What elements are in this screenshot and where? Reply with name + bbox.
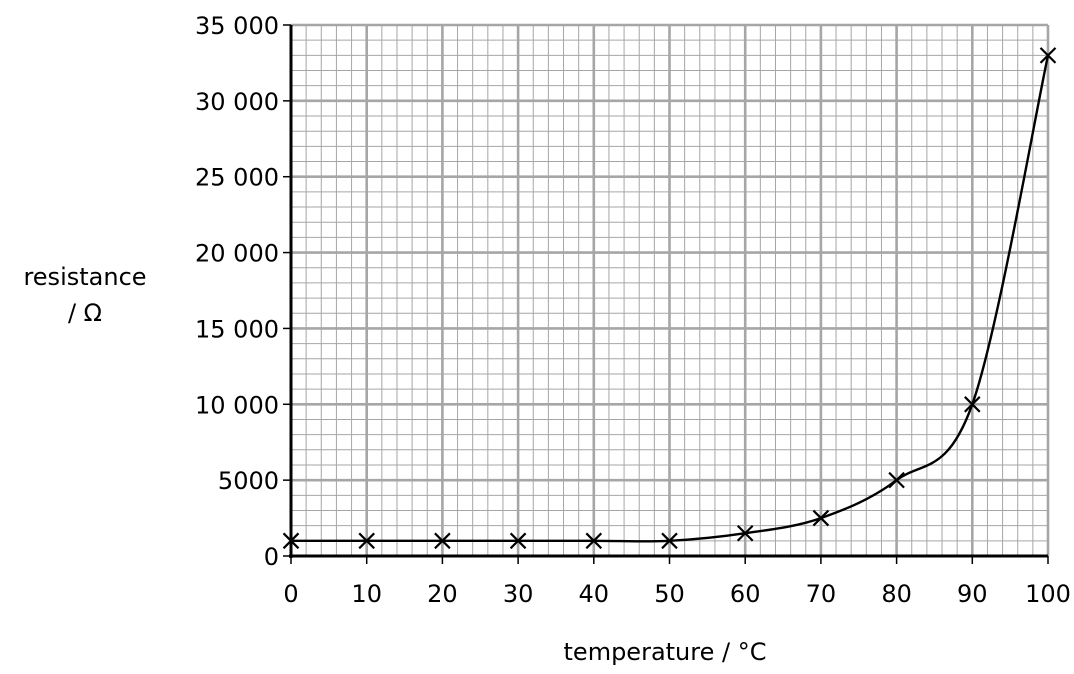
x-axis-title: temperature / °C	[564, 638, 767, 666]
data-point-marker	[585, 532, 603, 550]
data-point-marker	[736, 524, 754, 542]
y-tick-label: 0	[264, 543, 279, 571]
marker-stroke	[1039, 47, 1057, 64]
y-tick-label: 5000	[218, 467, 279, 495]
y-axis-title-line-1: resistance	[23, 263, 146, 291]
x-tick-label: 10	[351, 580, 382, 608]
data-point-marker	[812, 509, 830, 527]
y-tick-label: 30 000	[195, 88, 279, 116]
y-tick-label: 10 000	[195, 391, 279, 419]
x-tick-label: 70	[806, 580, 837, 608]
x-tick-label: 30	[503, 580, 534, 608]
tick-labels: 0 10 20 30 40 50 60 70 80 90 100 0 5000 10 000 15 000 2…	[195, 12, 1071, 608]
series-markers	[282, 47, 1057, 550]
x-tick-label: 50	[654, 580, 685, 608]
x-tick-label: 20	[427, 580, 458, 608]
y-tick-label: 20 000	[195, 240, 279, 268]
x-tick-label: 0	[283, 580, 298, 608]
data-point-marker	[1039, 47, 1057, 64]
y-tick-label: 15 000	[195, 315, 279, 343]
y-tick-label: 35 000	[195, 12, 279, 40]
x-tick-label: 90	[957, 580, 988, 608]
marker-stroke	[585, 532, 603, 550]
marker-stroke	[812, 509, 830, 527]
marker-stroke	[282, 532, 300, 550]
x-tick-label: 80	[881, 580, 912, 608]
marker-stroke	[434, 532, 451, 550]
marker-stroke	[358, 532, 375, 550]
data-point-marker	[358, 532, 375, 550]
grid	[289, 23, 1050, 558]
x-tick-label: 40	[579, 580, 610, 608]
marker-stroke	[509, 532, 527, 550]
marker-stroke	[964, 396, 981, 413]
data-point-marker	[888, 471, 905, 489]
marker-stroke	[661, 532, 678, 550]
data-point-marker	[964, 396, 981, 413]
marker-stroke	[888, 471, 905, 489]
data-point-marker	[434, 532, 451, 550]
x-tick-label: 100	[1025, 580, 1071, 608]
marker-stroke	[736, 524, 754, 542]
data-point-marker	[661, 532, 678, 550]
data-point-marker	[282, 532, 300, 550]
y-axis-title-line-2: / Ω	[68, 299, 102, 327]
axes	[283, 24, 1049, 564]
y-tick-label: 25 000	[195, 164, 279, 192]
data-point-marker	[509, 532, 527, 550]
x-tick-label: 60	[730, 580, 761, 608]
